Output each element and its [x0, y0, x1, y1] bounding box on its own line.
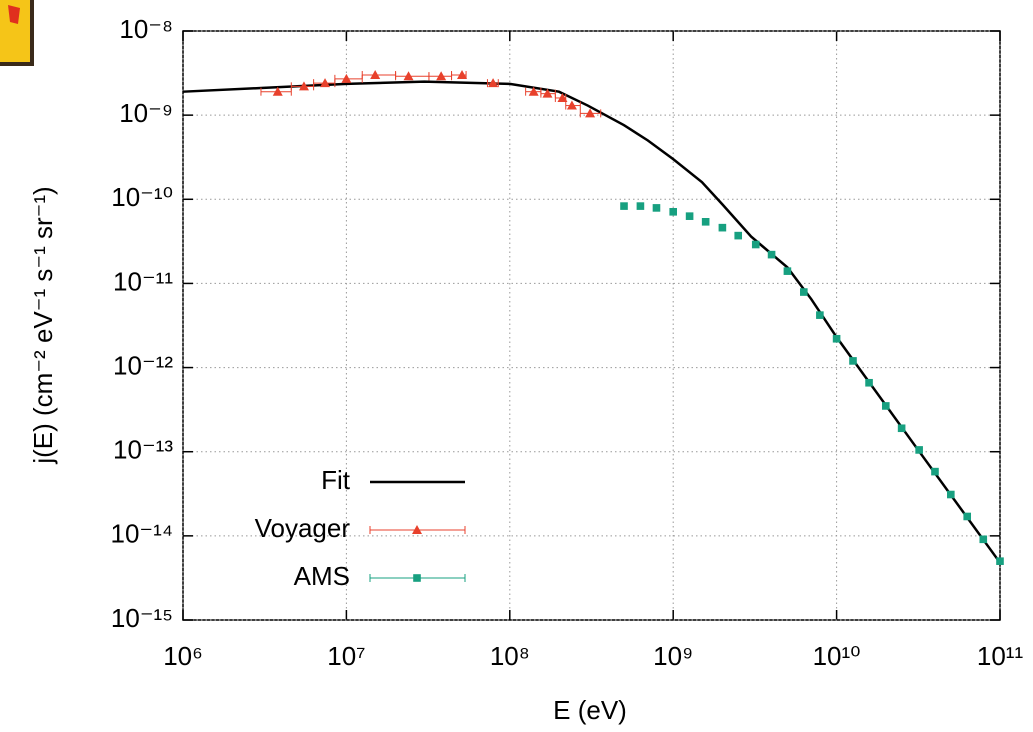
x-axis-label: E (eV) — [553, 695, 627, 725]
y-axis-label: j(E) (cm⁻² eV⁻¹ s⁻¹ sr⁻¹) — [28, 186, 58, 464]
data-point — [566, 100, 577, 110]
x-tick-label: 10¹¹ — [977, 641, 1024, 671]
y-tick-label: 10⁻⁸ — [119, 14, 173, 44]
x-tick-label: 10¹⁰ — [813, 641, 861, 671]
y-tick-label: 10⁻¹⁴ — [111, 519, 173, 549]
data-point — [685, 212, 694, 220]
plot-frame — [182, 30, 1001, 621]
y-tick-label: 10⁻¹¹ — [113, 266, 173, 296]
x-tick-label: 10⁸ — [490, 641, 530, 671]
data-point — [767, 250, 776, 259]
data-point — [320, 78, 331, 88]
legend-marker — [413, 574, 421, 582]
data-point — [636, 202, 645, 210]
data-point — [585, 108, 596, 118]
x-tick-label: 10⁹ — [653, 641, 693, 671]
legend-label: Fit — [321, 465, 351, 495]
data-point — [832, 334, 841, 343]
data-point — [488, 78, 499, 88]
data-point — [557, 92, 568, 102]
data-point — [403, 71, 414, 81]
data-point — [897, 424, 906, 433]
legend-marker — [412, 525, 422, 534]
legend-label: Voyager — [255, 513, 351, 543]
data-point — [370, 69, 381, 79]
data-point — [979, 535, 988, 544]
fit-line — [182, 80, 1002, 564]
x-tick-label: 10⁷ — [327, 641, 365, 671]
data-point — [272, 86, 283, 96]
data-point — [620, 202, 628, 210]
y-tick-label: 10⁻¹² — [113, 350, 173, 380]
corner-decoration — [0, 0, 34, 66]
data-point — [800, 288, 808, 296]
data-point — [542, 88, 553, 98]
data-point — [701, 218, 710, 226]
data-point — [436, 71, 447, 81]
data-point — [915, 446, 923, 454]
data-point — [783, 267, 792, 275]
data-point — [931, 467, 939, 476]
data-point — [298, 81, 309, 91]
x-tick-label: 10⁶ — [163, 641, 203, 671]
data-point — [669, 208, 677, 216]
data-point — [751, 240, 760, 249]
data-point — [996, 557, 1004, 565]
data-point — [947, 490, 955, 499]
data-point — [849, 357, 857, 365]
data-point — [734, 231, 743, 240]
data-point — [718, 223, 727, 232]
data-point — [457, 69, 468, 79]
data-point — [341, 73, 352, 83]
y-tick-label: 10⁻⁹ — [119, 98, 173, 128]
data-point — [816, 311, 824, 319]
data-point — [528, 86, 539, 96]
data-point — [865, 378, 873, 387]
y-tick-label: 10⁻¹³ — [113, 435, 173, 465]
y-tick-label: 10⁻¹⁵ — [111, 603, 173, 633]
legend-label: AMS — [294, 561, 350, 591]
data-point — [881, 402, 890, 410]
data-point — [963, 512, 972, 521]
data-point — [652, 204, 661, 212]
y-tick-label: 10⁻¹⁰ — [111, 182, 173, 212]
